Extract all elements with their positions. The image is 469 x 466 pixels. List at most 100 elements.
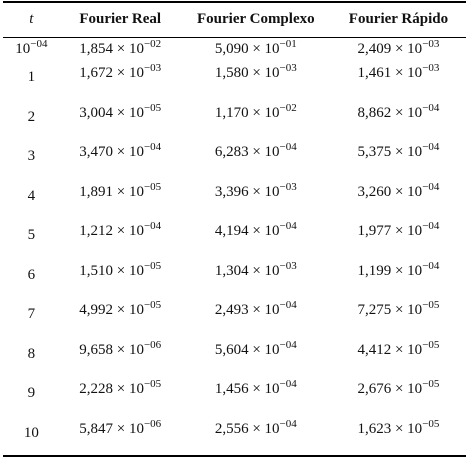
cell-fourier-complexo: 6,283 × 10−04 [181,140,331,180]
times-ten: × 10 [391,341,423,358]
cell-mantissa: 1,623 [357,420,392,437]
cell-mantissa: 1,304 [214,262,249,279]
times-ten: × 10 [248,341,280,358]
cell-mantissa: 1,212 [79,223,113,239]
cell-exponent: −05 [422,338,440,351]
cell-fourier-complexo: 1,170 × 10−02 [181,101,331,141]
cell-mantissa: 2,676 [357,381,392,397]
cell-fourier-complexo: 2,493 × 10−04 [181,298,331,338]
cell-fourier-real: 3,004 × 10−05 [60,101,181,141]
times-ten: × 10 [248,104,280,121]
cell-fourier-rapido: 5,375 × 10−04 [331,140,466,180]
cell-exponent: −05 [143,259,162,272]
table-row: 9 2,228 × 10−05 1,456 × 10−04 2,676 × 10−05 [3,377,466,417]
header-fourier-rapido: Fourier Rápido [330,1,466,38]
times-ten: × 10 [391,381,423,397]
cell-mantissa: 5,604 [214,341,249,358]
cell-t-value: 3 [27,148,36,164]
cell-exponent: −04 [279,299,297,311]
cell-mantissa: 4,194 [214,223,249,239]
cell-mantissa: 1,461 [357,65,392,81]
times-ten: × 10 [391,183,423,200]
cell-mantissa: 1,199 [357,262,392,279]
cell-t: 7 [3,298,60,338]
cell-t: 3 [3,140,60,180]
cell-mantissa: 3,470 [79,144,113,160]
times-ten: × 10 [113,223,144,239]
cell-fourier-real: 1,672 × 10−03 [60,61,181,101]
cell-fourier-rapido: 7,275 × 10−05 [331,298,466,338]
cell-t: 6 [3,259,60,299]
times-ten: × 10 [113,262,144,279]
cell-exponent: −04 [279,220,297,232]
cell-fourier-rapido: 1,199 × 10−04 [331,259,466,299]
cell-exponent: −05 [422,299,440,311]
cell-mantissa: 1,854 [79,40,113,57]
cell-fourier-real: 1,854 × 10−02 [60,37,181,61]
cell-fourier-real: 1,510 × 10−05 [60,259,181,299]
times-ten: × 10 [248,381,280,397]
times-ten: × 10 [391,302,423,318]
cell-fourier-rapido: 2,676 × 10−05 [331,377,466,417]
times-ten: × 10 [113,183,144,200]
cell-exponent: −03 [422,62,440,74]
cell-exponent: −04 [422,180,440,193]
cell-mantissa: 4,412 [357,341,392,358]
times-ten: × 10 [113,104,144,121]
times-ten: × 10 [248,144,280,160]
times-ten: × 10 [391,40,423,57]
cell-mantissa: 3,260 [357,183,392,200]
cell-mantissa: 2,556 [214,420,249,437]
cell-fourier-rapido: 3,260 × 10−04 [331,180,466,220]
results-table: t Fourier Real Fourier Complexo Fourier … [3,1,466,457]
table-row: 3 3,470 × 10−04 6,283 × 10−04 5,375 × 10−04 [3,140,466,180]
cell-exponent: −03 [279,62,297,74]
times-ten: × 10 [113,341,144,358]
cell-exponent: −05 [143,180,162,193]
cell-fourier-real: 1,891 × 10−05 [60,180,181,220]
cell-exponent: −04 [422,101,440,114]
times-ten: × 10 [248,420,280,437]
table-row: 8 9,658 × 10−06 5,604 × 10−04 4,412 × 10−05 [3,338,466,378]
cell-t: 9 [3,377,60,417]
cell-exponent: −04 [279,378,297,390]
cell-t-value: 6 [27,266,36,283]
cell-fourier-real: 5,847 × 10−06 [59,416,181,457]
cell-t: 1 [3,61,60,101]
cell-exponent: −02 [143,37,162,50]
times-ten: × 10 [248,223,280,239]
cell-exponent: −03 [279,259,297,272]
times-ten: × 10 [248,262,280,279]
cell-fourier-real: 2,228 × 10−05 [60,377,181,417]
cell-exponent: −06 [143,417,162,430]
cell-fourier-complexo: 1,456 × 10−04 [181,377,331,417]
cell-exponent: −06 [143,338,162,351]
cell-mantissa: 2,493 [214,302,249,318]
header-row: t Fourier Real Fourier Complexo Fourier … [3,1,466,38]
cell-exponent: −01 [279,37,297,50]
cell-exponent: −04 [422,259,440,272]
cell-exponent: −05 [422,378,440,390]
cell-mantissa: 5,847 [79,420,113,437]
cell-mantissa: 1,170 [214,104,249,121]
cell-mantissa: 5,090 [214,40,249,57]
cell-t-exponent: −04 [30,37,48,50]
times-ten: × 10 [391,144,423,160]
cell-mantissa: 1,891 [79,183,113,200]
times-ten: × 10 [391,104,423,121]
cell-exponent: −03 [279,180,297,193]
cell-fourier-rapido: 8,862 × 10−04 [331,101,466,141]
cell-exponent: −03 [422,37,440,50]
cell-exponent: −05 [143,299,162,311]
cell-exponent: −04 [143,220,162,232]
cell-mantissa: 2,409 [357,40,392,57]
cell-t-value: 9 [27,385,36,401]
times-ten: × 10 [248,65,280,81]
times-ten: × 10 [113,420,144,437]
cell-mantissa: 5,375 [357,144,392,160]
table-body: 10−04 1,854 × 10−02 5,090 × 10−01 2,409 × 1… [3,37,466,457]
cell-mantissa: 1,456 [214,381,249,397]
times-ten: × 10 [113,302,144,318]
cell-exponent: −05 [143,378,162,390]
cell-t: 4 [3,180,60,220]
